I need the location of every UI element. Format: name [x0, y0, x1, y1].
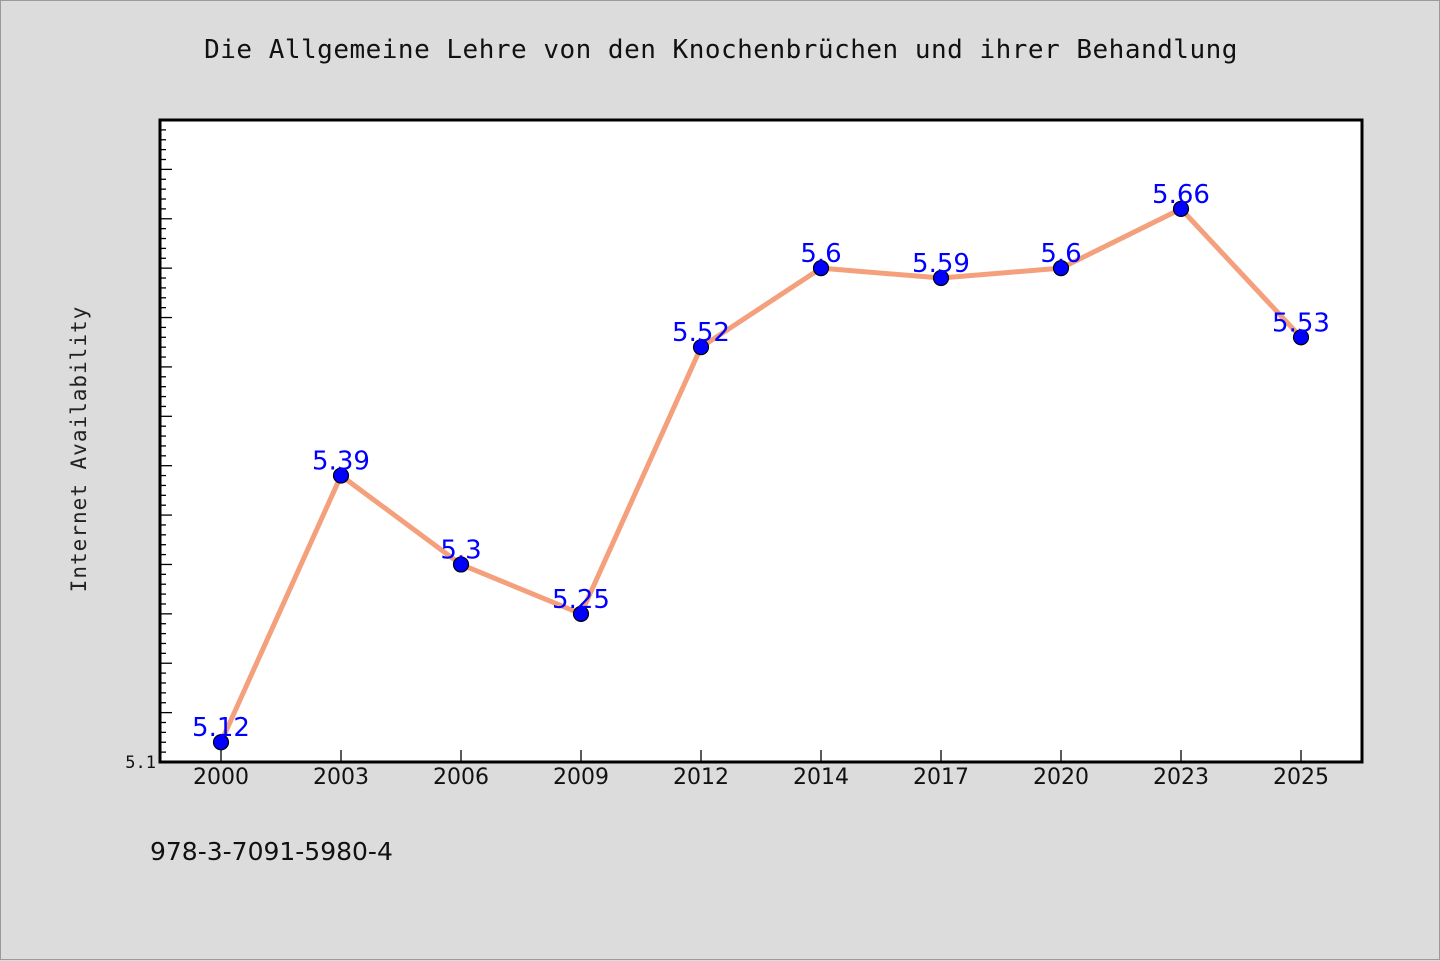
data-point: [452, 556, 470, 573]
x-tick-label: 2020: [1033, 765, 1089, 790]
x-tick-label: 2000: [193, 765, 249, 790]
x-tick-label: 2012: [673, 765, 729, 790]
data-label: 5.39: [312, 447, 370, 477]
data-labels-layer: 5.12 5.39 5.3 5.25 5.52 5.6 5.59 5.6 5.66 5.53: [192, 180, 1330, 743]
chart-title: Die Allgemeine Lehre von den Knochenbrüc…: [204, 35, 1238, 65]
x-tick-label: 2014: [793, 765, 849, 790]
data-point: [692, 339, 710, 356]
data-label: 5.12: [192, 713, 250, 743]
data-point: [1052, 260, 1070, 277]
data-point: [1172, 200, 1190, 217]
data-label: 5.6: [1040, 239, 1081, 269]
data-point: [812, 260, 830, 277]
data-label: 5.53: [1272, 308, 1330, 338]
x-tick-label: 2009: [553, 765, 609, 790]
data-point: [332, 467, 350, 484]
series-line: [218, 206, 1304, 745]
series-layer: [212, 200, 1310, 751]
data-label: 5.66: [1152, 180, 1210, 210]
data-point: [932, 269, 950, 287]
y-tick-label: 5.1: [125, 753, 156, 773]
data-label: 5.52: [672, 318, 730, 348]
data-point: [572, 605, 590, 622]
x-tick-label: 2023: [1153, 765, 1209, 790]
data-label: 5.3: [440, 535, 481, 565]
x-axis-ticks: 2000 2003 2006 2009 2012 2014 2017 2020 2023 2025: [193, 750, 1329, 790]
x-tick-label: 2006: [433, 765, 489, 790]
x-tick-label: 2025: [1273, 765, 1329, 790]
data-label: 5.6: [800, 239, 841, 269]
data-point: [1292, 329, 1310, 346]
data-label: 5.25: [552, 585, 610, 615]
x-tick-label: 2003: [313, 765, 369, 790]
y-axis-ticks: 5.1: [125, 119, 172, 773]
x-tick-label: 2017: [913, 765, 969, 790]
data-label: 5.59: [912, 249, 970, 279]
isbn-text: 978-3-7091-5980-4: [150, 837, 393, 866]
data-point: [212, 734, 230, 751]
plot-area: [158, 118, 1364, 764]
